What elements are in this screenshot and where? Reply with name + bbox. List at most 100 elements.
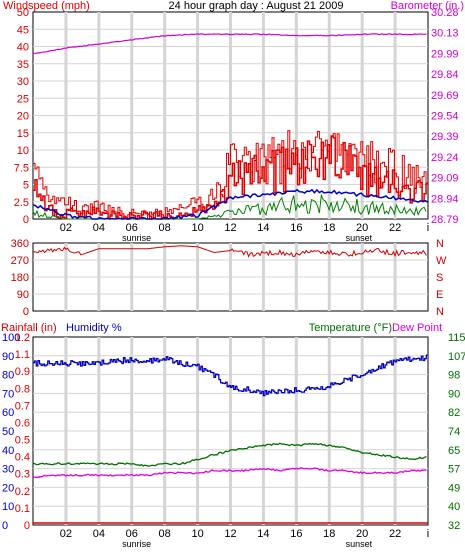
x-tick-label: 12 [224, 528, 236, 540]
barometer-y-tick-label: 29.09 [431, 173, 459, 185]
direction-y-tick-label: 360 [11, 238, 29, 250]
wind-y-tick-label: 15 [17, 128, 29, 140]
humidity-y-tick-label: 80 [2, 370, 14, 382]
sunrise-label: sunrise [122, 233, 151, 243]
rainfall-y-tick-label: 0.8 [15, 383, 30, 395]
x-tick-label: 10 [191, 222, 203, 234]
compass-tick-label: N [436, 306, 444, 318]
barometer-axis-label: Barometer (in.) [391, 0, 464, 12]
humidity-y-tick-label: 50 [2, 426, 14, 438]
x-tick-label: 08 [159, 222, 171, 234]
barometer-y-tick-label: 29.99 [431, 48, 459, 60]
rainfall-y-tick-label: 0.7 [15, 400, 30, 412]
wind-y-tick-label: 45 [17, 24, 29, 36]
direction-y-tick-label: 180 [11, 272, 29, 284]
x-tick-label: 06 [126, 528, 138, 540]
sunrise-label: sunrise [122, 539, 151, 549]
wind-y-tick-label: 40 [17, 42, 29, 54]
sunset-label: sunset [346, 233, 373, 243]
rainfall-axis-label: Rainfall (in) [1, 322, 57, 334]
rainfall-y-tick-label: 0.9 [15, 366, 30, 378]
x-tick-label: 06 [126, 222, 138, 234]
rainfall-y-tick-label: 0 [24, 520, 30, 532]
rainfall-y-tick-label: 0.3 [15, 469, 30, 481]
compass-tick-label: E [436, 289, 443, 301]
x-tick-label: 14 [257, 222, 269, 234]
wind-y-tick-label: 10 [17, 145, 29, 157]
barometer-y-tick-label: 29.24 [431, 152, 459, 164]
humidity-series-line [33, 354, 428, 397]
rainfall-y-tick-label: 0.5 [15, 435, 30, 447]
rainfall-y-tick-label: 1.2 [15, 332, 30, 344]
wind-y-tick-label: 0 [23, 214, 29, 226]
direction-y-tick-label: 0 [23, 306, 29, 318]
rainfall-y-tick-label: 0.1 [15, 503, 30, 515]
humidity-y-tick-label: 70 [2, 388, 14, 400]
humidity-y-tick-label: 100 [2, 332, 20, 344]
temperature-y-tick-label: 115 [448, 332, 465, 344]
humidity-y-tick-label: 20 [2, 482, 14, 494]
barometer-y-tick-label: 30.28 [431, 7, 459, 19]
compass-tick-label: W [436, 255, 447, 267]
direction-y-tick-label: 90 [17, 289, 29, 301]
barometer-y-tick-label: 30.13 [431, 28, 459, 40]
dewpoint-axis-label: Dew Point [392, 322, 442, 334]
x-tick-label: 14 [257, 528, 269, 540]
barometer-series-line [32, 33, 427, 55]
wind-y-tick-label: 35 [17, 59, 29, 71]
windspeed-series-line [33, 135, 428, 220]
barometer-y-tick-label: 29.39 [431, 131, 459, 143]
temperature-y-tick-label: 65 [448, 445, 460, 457]
x-tick-label: 20 [356, 528, 368, 540]
temperature-y-tick-label: 49 [448, 482, 460, 494]
wind-y-tick-label: 2.5 [14, 197, 29, 209]
x-tick-label: 04 [93, 222, 105, 234]
x-tick-label: 22 [389, 528, 401, 540]
temperature-y-tick-label: 74 [448, 426, 460, 438]
humidity-y-tick-label: 30 [2, 464, 14, 476]
direction-y-tick-label: 270 [11, 255, 29, 267]
temperature-y-tick-label: 82 [448, 407, 460, 419]
rainfall-y-tick-label: 1.1 [15, 349, 30, 361]
x-tick-label: 18 [323, 528, 335, 540]
x-tick-label: 10 [191, 528, 203, 540]
humidity-y-tick-label: 0 [2, 520, 8, 532]
barometer-y-tick-label: 29.69 [431, 90, 459, 102]
wind-y-tick-label: 25 [17, 93, 29, 105]
temperature-y-tick-label: 107 [448, 351, 465, 363]
wind-y-tick-label: 30 [17, 76, 29, 88]
compass-tick-label: N [436, 238, 444, 250]
barometer-y-tick-label: 29.84 [431, 69, 459, 81]
x-tick-label: 18 [323, 222, 335, 234]
humidity-y-tick-label: 10 [2, 501, 14, 513]
rainfall-y-tick-label: 0.2 [15, 486, 30, 498]
x-tick-label: 04 [93, 528, 105, 540]
wind-y-tick-label: 20 [17, 111, 29, 123]
x-tick-label: 02 [60, 528, 72, 540]
wind-y-tick-label: 5 [23, 180, 29, 192]
wind-y-tick-label: 50 [17, 7, 29, 19]
rainfall-y-tick-label: 0.6 [15, 417, 30, 429]
humidity-y-tick-label: 40 [2, 445, 14, 457]
humidity-y-tick-label: 60 [2, 407, 14, 419]
temperature-y-tick-label: 57 [448, 464, 460, 476]
windspeed-axis-label: Windspeed (mph) [3, 0, 90, 12]
x-tick-label: 12 [224, 222, 236, 234]
x-tick-label: 20 [356, 222, 368, 234]
x-tick-label: i [427, 528, 429, 540]
x-tick-label: 22 [389, 222, 401, 234]
barometer-y-tick-label: 28.79 [431, 214, 459, 226]
barometer-y-tick-label: 29.54 [431, 111, 459, 123]
wind-direction-series-line [32, 245, 427, 258]
x-tick-label: 02 [60, 222, 72, 234]
temperature-axis-label: Temperature (°F) [309, 322, 392, 334]
humidity-axis-label: Humidity % [66, 322, 122, 334]
x-tick-label: 16 [290, 528, 302, 540]
sunset-label: sunset [346, 539, 373, 549]
wind-average-series-line [32, 188, 429, 220]
temperature-y-tick-label: 98 [448, 370, 460, 382]
temperature-y-tick-label: 90 [448, 388, 460, 400]
x-tick-label: i [427, 222, 429, 234]
